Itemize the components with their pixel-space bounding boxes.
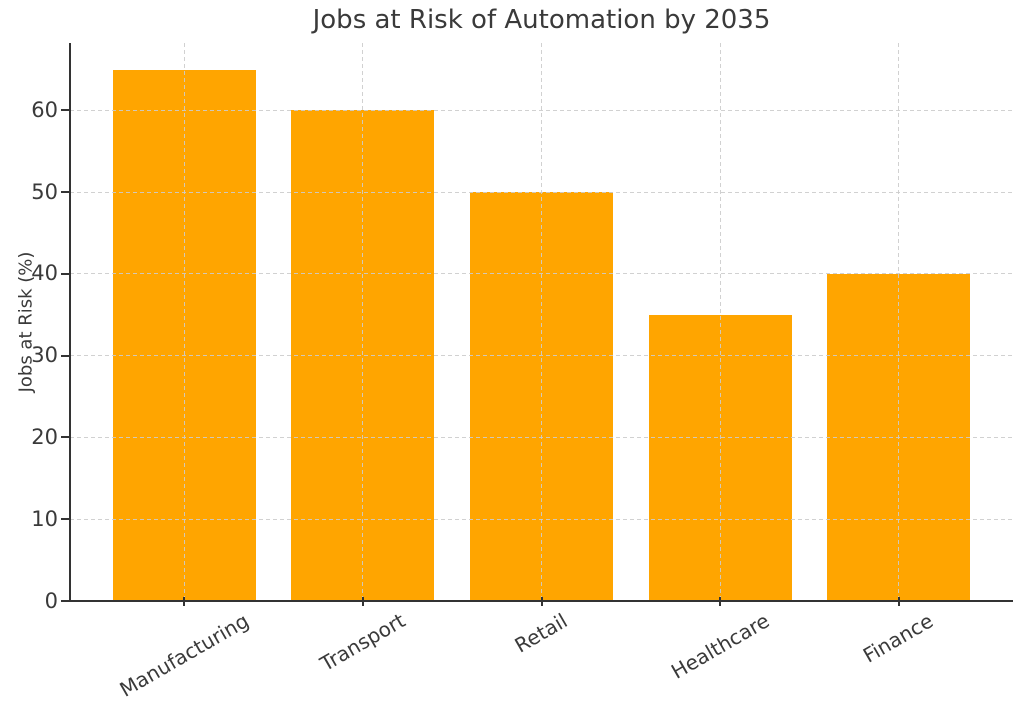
x-tick <box>540 597 543 606</box>
x-tick-label: Finance <box>859 608 938 668</box>
y-tick <box>61 109 69 112</box>
y-tick <box>61 436 69 439</box>
x-tick-label: Retail <box>510 608 572 658</box>
plot-area: 0 10 20 30 40 50 60 Manufacturing Transport Retai… <box>31 43 1013 701</box>
y-tick-label: 30 <box>31 343 58 368</box>
y-tick <box>61 354 69 357</box>
x-tick-label: Manufacturing <box>115 608 253 702</box>
y-tick-label: 20 <box>31 424 58 449</box>
chart-title: Jobs at Risk of Automation by 2035 <box>312 5 771 35</box>
y-tick <box>61 518 69 521</box>
y-tick <box>61 600 69 602</box>
v-gridline <box>719 43 721 601</box>
y-tick <box>61 272 69 275</box>
y-tick-label: 0 <box>44 588 58 613</box>
x-tick <box>897 597 900 606</box>
y-tick-label: 50 <box>31 179 58 204</box>
y-tick-label: 60 <box>31 97 58 122</box>
v-gridline <box>541 43 542 601</box>
x-tick-label: Healthcare <box>666 608 774 684</box>
y-tick-label: 10 <box>31 506 58 531</box>
y-axis-spine <box>69 43 71 602</box>
v-gridline <box>362 43 364 601</box>
y-tick <box>61 191 69 194</box>
x-tick-label: Transport <box>315 608 410 676</box>
x-tick <box>361 597 364 606</box>
x-tick <box>183 597 186 606</box>
v-gridline <box>183 43 185 601</box>
v-gridline <box>898 43 900 601</box>
x-tick <box>719 597 722 606</box>
y-tick-label: 40 <box>31 261 58 286</box>
